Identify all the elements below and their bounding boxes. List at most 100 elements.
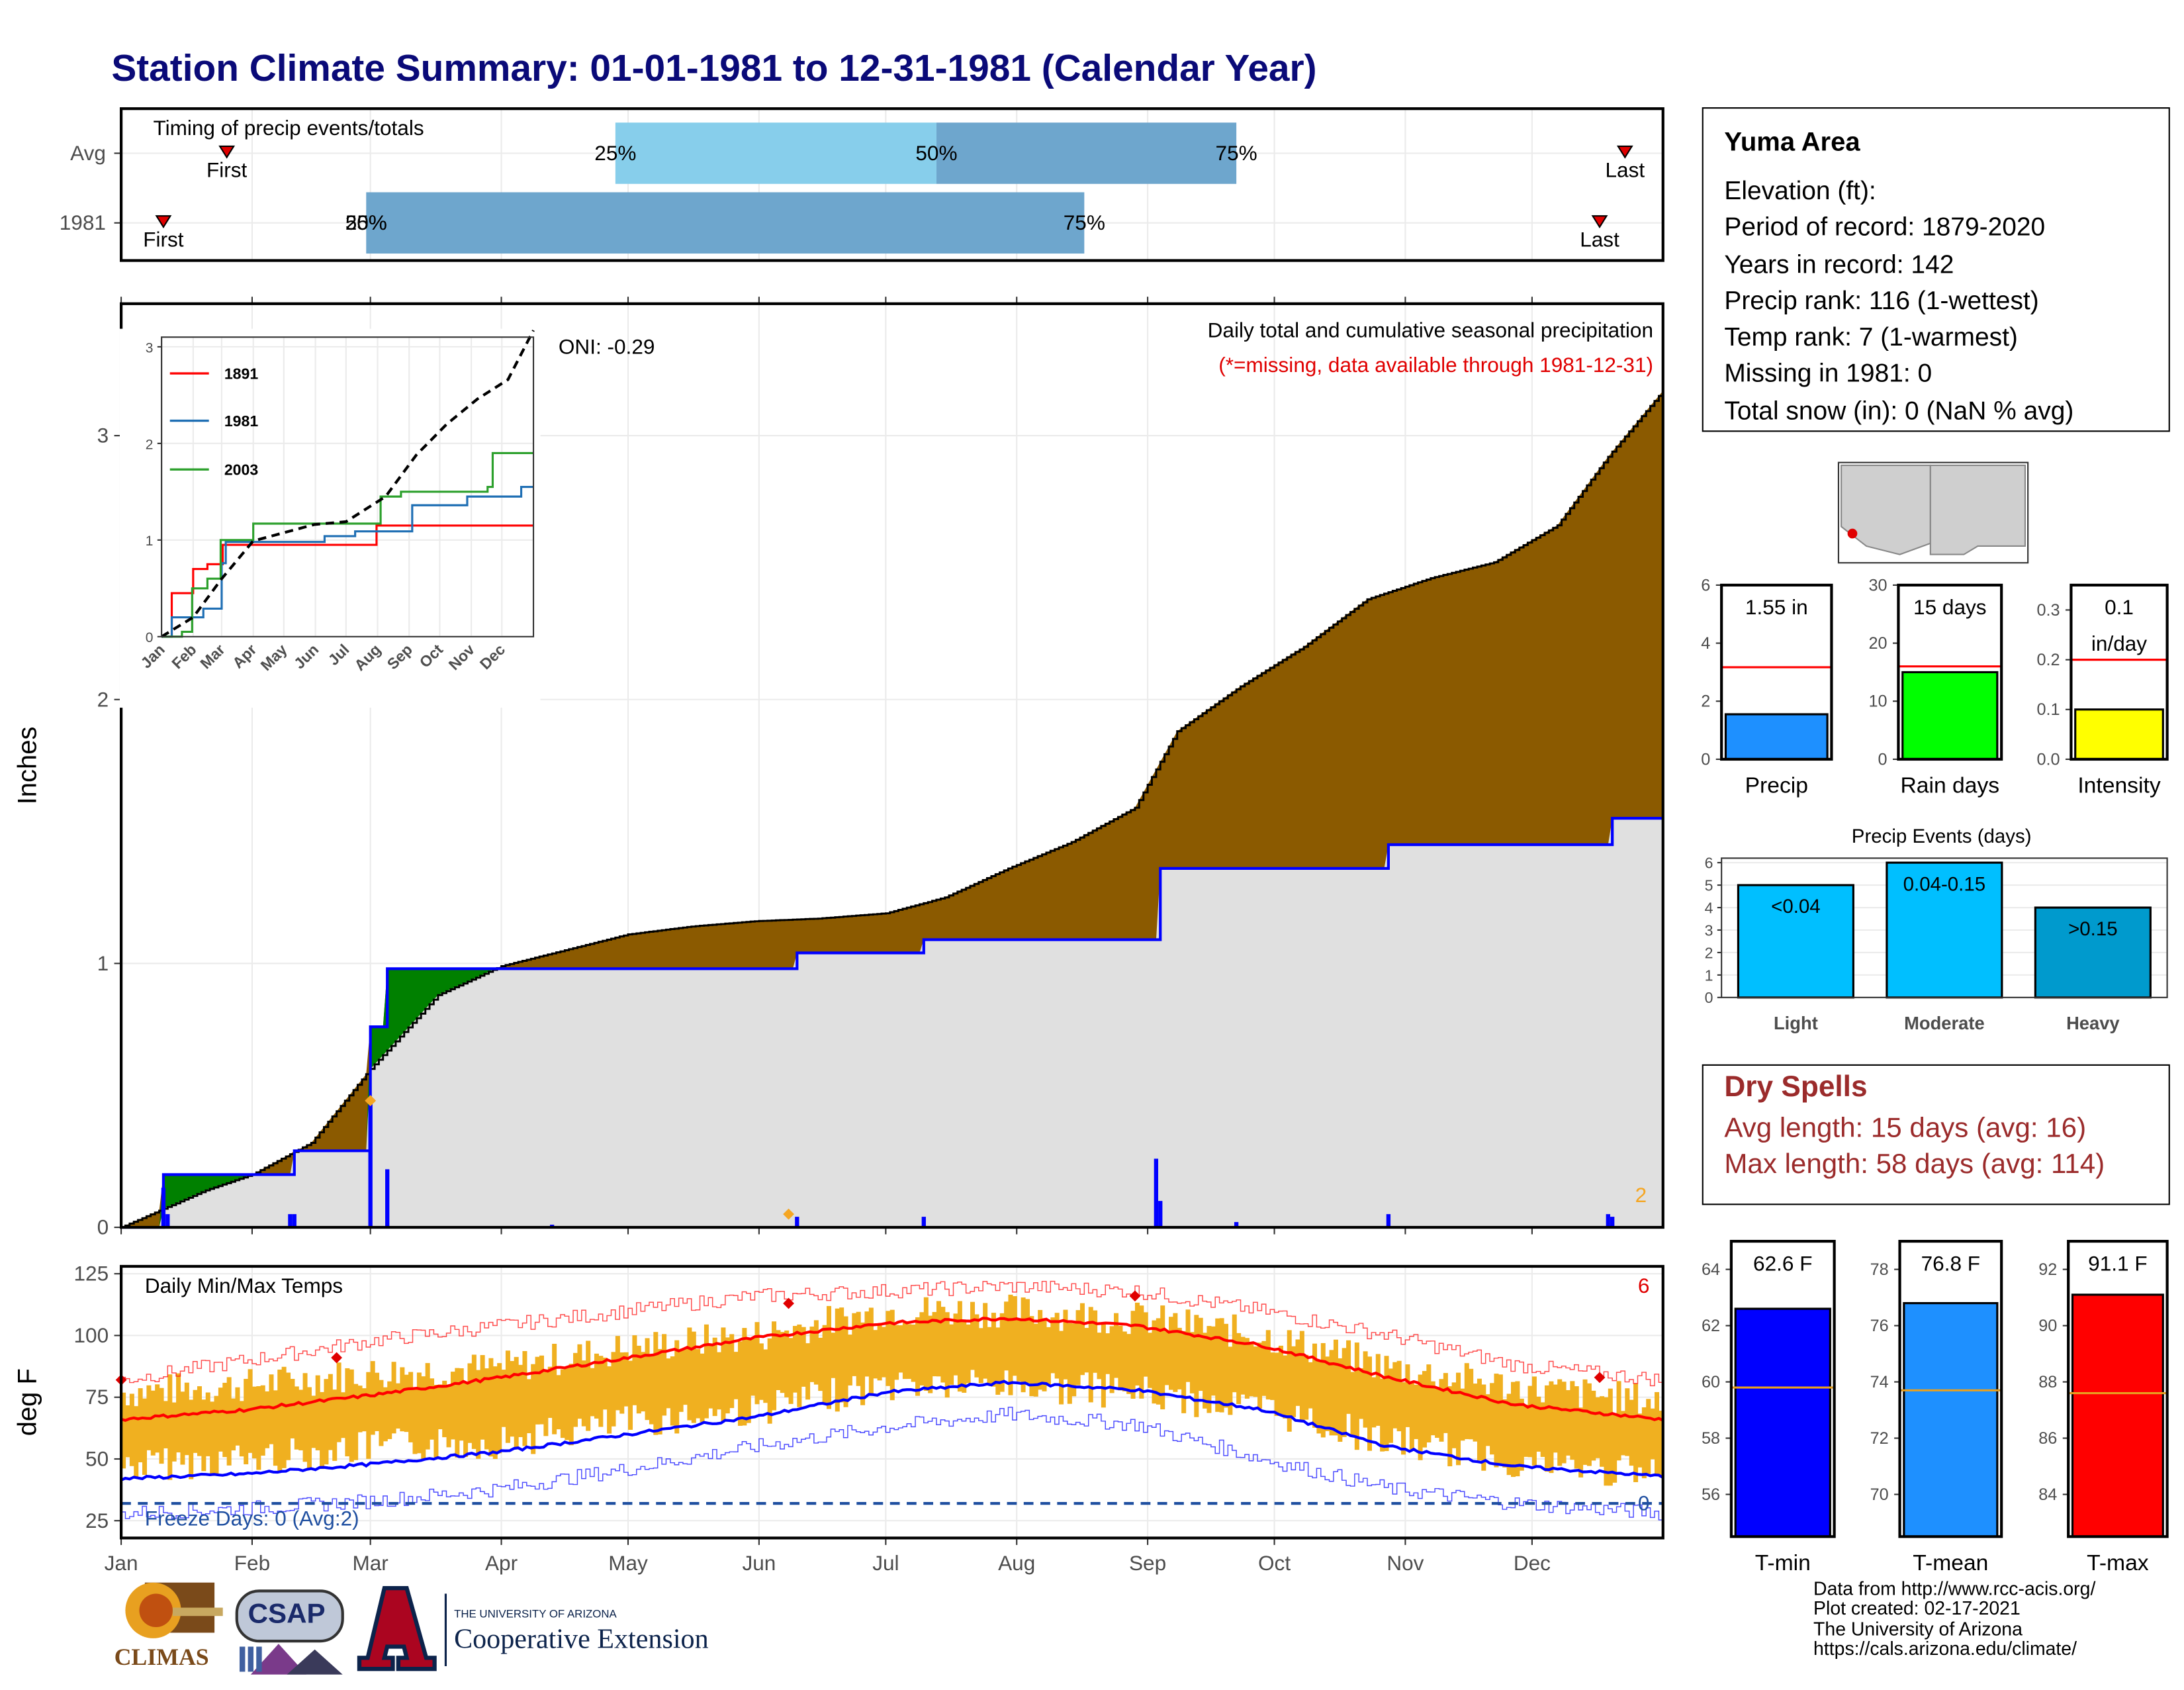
tmax-y-tick-label: 90 [2038,1317,2057,1335]
timing-q25-label: 25% [345,211,387,234]
daily-precip-bar [292,1214,296,1228]
timing-first-label: First [143,227,184,251]
temp-daily-bar [497,1363,502,1454]
temp-daily-bar [1502,1399,1508,1468]
daily-precip-bar [161,1188,166,1228]
cumulative-below-area [121,818,1663,1228]
intensity-y-tick-label: 0.0 [2036,750,2060,769]
temp-daily-bar [320,1391,325,1470]
temp-daily-bar [1620,1411,1625,1456]
precip_total-y-tick-label: 6 [1701,576,1710,594]
temp-daily-bar [421,1376,426,1460]
temp-daily-bar [970,1301,976,1370]
temp-daily-bar [1156,1318,1161,1405]
temp-daily-bar [163,1401,168,1448]
temp-daily-bar [1388,1368,1393,1443]
intensity-y-tick-label: 0.3 [2036,601,2060,620]
tmax-y-tick-label: 84 [2038,1485,2057,1504]
temp-daily-bar [1561,1382,1567,1464]
temp-daily-bar [1490,1383,1495,1455]
temp-daily-bar [391,1362,396,1434]
temp-daily-bar [298,1389,304,1450]
tmin-bar [1734,1307,1831,1538]
tmean-bar [1903,1302,1999,1538]
temp-daily-bar [995,1327,1001,1395]
temp-daily-bar [940,1307,946,1383]
temp-daily-bar [839,1307,844,1403]
temp-daily-bar [696,1348,701,1419]
temp-daily-bar [324,1379,329,1465]
temp-daily-bar [1443,1373,1448,1433]
rain_days-y-tick-label: 20 [1869,634,1888,653]
temp-daily-bar [1359,1368,1364,1419]
temps-y-tick-label: 75 [85,1385,109,1409]
temp-daily-bar [602,1357,608,1410]
temp-daily-bar [569,1364,574,1446]
temp-daily-bar [717,1352,722,1410]
temp-daily-bar [1316,1360,1322,1434]
temp-daily-bar [949,1324,954,1385]
temp-daily-bar [957,1301,962,1392]
temp-daily-bar [1122,1331,1127,1391]
temp-daily-bar [1557,1379,1563,1466]
temp-daily-bar [632,1335,637,1405]
temp-daily-bar [1109,1326,1115,1393]
temp-daily-bar [256,1386,261,1470]
daily-precip-bar [288,1214,293,1228]
credit-university: The University of Arizona [1813,1618,2023,1640]
temp-daily-bar [1059,1331,1064,1405]
tmean-frame [1898,1240,2003,1538]
intensity-value-label: in/day [2091,632,2147,655]
tmin-x-label: T-min [1755,1551,1811,1575]
inset-frame [161,336,535,637]
dry-spells-avg: Avg length: 15 days (avg: 16) [1724,1113,2087,1144]
temp-daily-bar [974,1314,979,1378]
temps-x-tick-label: Jul [872,1551,899,1575]
temp-daily-bar [780,1332,785,1393]
cumulative-y-axis-title: Inches [13,727,42,805]
temps-y-axis-title: deg F [13,1368,42,1436]
temp-daily-bar [797,1324,802,1407]
temp-daily-bar [361,1388,367,1432]
temps-y-tick-label: 125 [74,1262,109,1286]
temp-daily-bar [1210,1326,1216,1396]
temps-x-tick-label: Sep [1129,1551,1166,1575]
temp-daily-bar [463,1382,469,1457]
station-years: Years in record: 142 [1724,248,1954,279]
cumulative-y-tick-label: 3 [97,424,109,447]
temp-daily-bar [1177,1327,1182,1389]
temp-daily-bar [430,1378,435,1440]
precip-events-x-label: Light [1774,1013,1818,1033]
temp-daily-bar [1540,1402,1545,1457]
temp-daily-bar [1024,1299,1030,1384]
temp-daily-bar [1228,1346,1233,1415]
temps-x-tick-label: Dec [1514,1551,1551,1575]
temp-daily-bar [226,1377,232,1466]
temp-daily-bar [704,1324,709,1419]
temp-daily-bar [1629,1399,1634,1466]
temp-daily-bar [1447,1386,1453,1467]
temp-daily-bar [404,1374,409,1432]
temp-daily-bar [455,1368,460,1458]
temp-daily-bar [666,1358,671,1409]
temp-daily-bar [1067,1323,1072,1404]
temp-daily-bar [1021,1297,1026,1393]
temp-daily-bar [446,1385,451,1448]
temp-daily-bar [877,1325,882,1381]
tmean-y-tick-label: 70 [1870,1485,1889,1504]
temp-daily-bar [767,1338,772,1424]
temp-daily-bar [835,1308,840,1412]
temp-daily-bar [831,1333,836,1378]
cumulative-subtitle: (*=missing, data available through 1981-… [1218,353,1653,377]
temp-daily-bar [1367,1356,1372,1451]
timing-row-label: Avg [70,141,106,165]
temps-y-tick-label: 50 [85,1447,109,1471]
temp-daily-bar [1134,1302,1140,1385]
temp-daily-bar [1054,1313,1060,1379]
temp-daily-bar [467,1363,473,1443]
cumulative-chart: 0 1 2 3 Inches Daily total and cumulative sea… [13,297,1664,1239]
temp-daily-bar [251,1386,257,1459]
inset-series-line [161,485,534,638]
temp-daily-bar [881,1327,886,1378]
precip-events-bar [2034,906,2152,999]
